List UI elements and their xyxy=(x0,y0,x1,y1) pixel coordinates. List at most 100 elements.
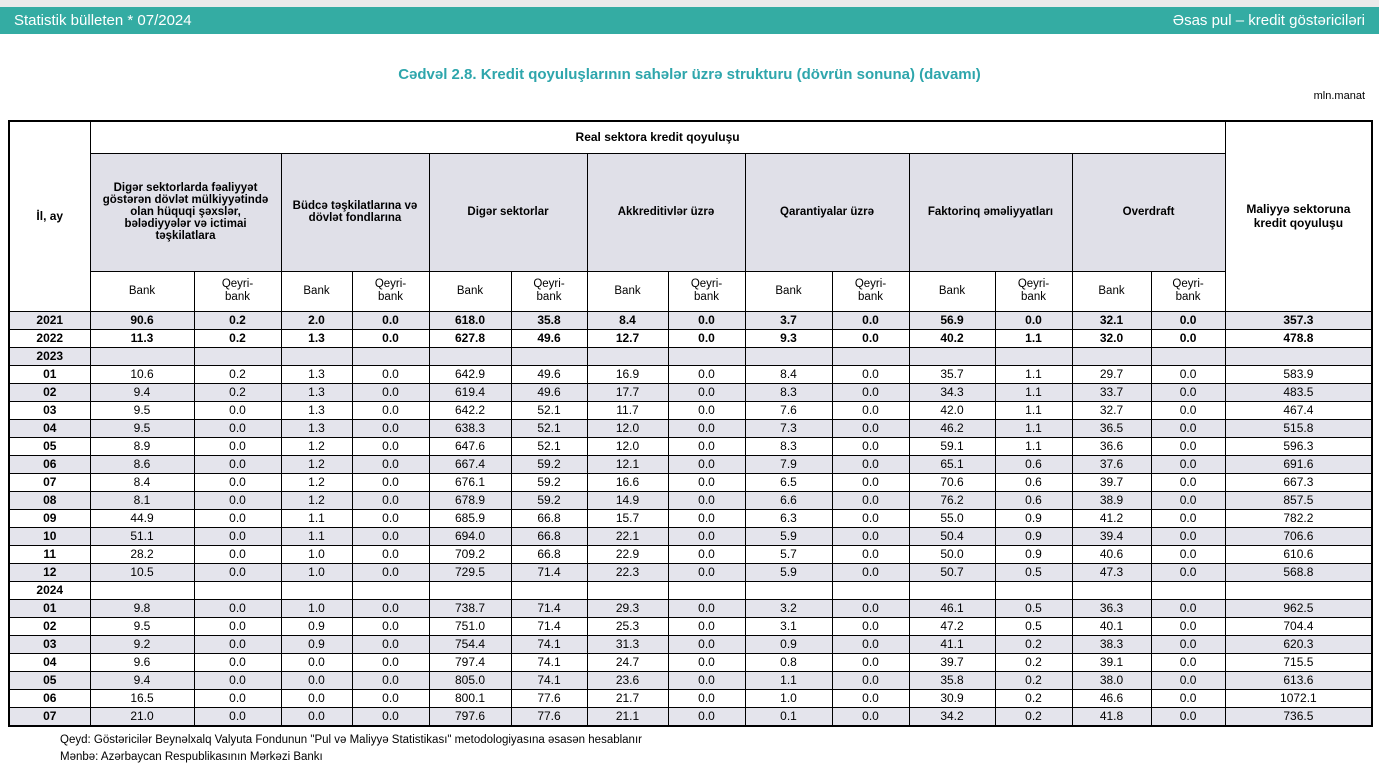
value-cell: 3.1 xyxy=(744,616,833,636)
value-cell: 0.0 xyxy=(1150,472,1226,492)
table-row: 01 9.8 0.0 1.0 0.0 738.7 71.4 29.3 0.0 3.2 0.0 46.1… xyxy=(8,598,1373,618)
table-row: 05 9.4 0.0 0.0 0.0 805.0 74.1 23.6 0.0 1.1 0.0 35.8… xyxy=(8,670,1373,690)
value-cell: 6.3 xyxy=(744,508,833,528)
value-cell: 709.2 xyxy=(428,544,512,564)
row-label: 2021 xyxy=(8,310,91,330)
value-cell: 49.6 xyxy=(510,328,588,348)
value-cell: 36.3 xyxy=(1071,598,1152,618)
value-cell: 0.0 xyxy=(1150,508,1226,528)
value-cell: 9.3 xyxy=(744,328,833,348)
value-cell xyxy=(351,580,430,600)
value-cell: 694.0 xyxy=(428,526,512,546)
value-cell: 0.0 xyxy=(667,310,746,330)
value-cell: 77.6 xyxy=(510,706,588,726)
row-label: 08 xyxy=(8,490,91,510)
value-cell: 613.6 xyxy=(1224,670,1373,690)
unit-label: mln.manat xyxy=(1313,90,1365,102)
value-cell: 619.4 xyxy=(428,382,512,402)
value-cell: 35.8 xyxy=(908,670,996,690)
value-cell: 1.3 xyxy=(280,418,353,438)
value-cell xyxy=(994,346,1073,366)
value-cell: 583.9 xyxy=(1224,364,1373,384)
value-cell: 22.9 xyxy=(586,544,669,564)
value-cell: 467.4 xyxy=(1224,400,1373,420)
row-label: 03 xyxy=(8,634,91,654)
value-cell: 5.9 xyxy=(744,562,833,582)
value-cell: 667.3 xyxy=(1224,472,1373,492)
value-cell: 49.6 xyxy=(510,382,588,402)
value-cell: 28.2 xyxy=(89,544,195,564)
value-cell: 15.7 xyxy=(586,508,669,528)
value-cell: 0.0 xyxy=(351,382,430,402)
subheader-nonbank: Qeyri- bank xyxy=(351,270,430,312)
row-label: 2022 xyxy=(8,328,91,348)
value-cell: 0.0 xyxy=(193,598,282,618)
subheader-nonbank: Qeyri- bank xyxy=(1150,270,1226,312)
table-row: 02 9.5 0.0 0.9 0.0 751.0 71.4 25.3 0.0 3.1 0.0 47.2… xyxy=(8,616,1373,636)
value-cell: 0.0 xyxy=(193,526,282,546)
subheader-nonbank: Qeyri- bank xyxy=(994,270,1073,312)
value-cell: 9.8 xyxy=(89,598,195,618)
value-cell: 1.1 xyxy=(994,400,1073,420)
footnote-note: Qeyd: Göstəricilər Beynəlxalq Valyuta Fo… xyxy=(60,734,642,746)
subheader-bank: Bank xyxy=(89,270,195,312)
value-cell: 8.1 xyxy=(89,490,195,510)
value-cell: 76.2 xyxy=(908,490,996,510)
value-cell: 40.2 xyxy=(908,328,996,348)
value-cell: 0.0 xyxy=(1150,652,1226,672)
value-cell: 0.9 xyxy=(994,544,1073,564)
column-group-budget-orgs: Büdcə təşkilatlarına və dövlət fondların… xyxy=(280,152,430,272)
value-cell: 0.0 xyxy=(667,382,746,402)
table-row: 2022 11.3 0.2 1.3 0.0 627.8 49.6 12.7 0.0 9.3 0.0 4… xyxy=(8,328,1373,348)
value-cell: 736.5 xyxy=(1224,706,1373,726)
value-cell: 9.5 xyxy=(89,616,195,636)
value-cell: 9.6 xyxy=(89,652,195,672)
document-header-bar: Statistik bülleten * 07/2024 Əsas pul – … xyxy=(0,7,1379,34)
value-cell: 52.1 xyxy=(510,418,588,438)
table-row: 02 9.4 0.2 1.3 0.0 619.4 49.6 17.7 0.0 8.3 0.0 34.3… xyxy=(8,382,1373,402)
value-cell: 12.0 xyxy=(586,436,669,456)
value-cell: 8.4 xyxy=(586,310,669,330)
value-cell: 0.0 xyxy=(831,688,910,708)
value-cell: 8.6 xyxy=(89,454,195,474)
value-cell: 74.1 xyxy=(510,652,588,672)
value-cell: 0.2 xyxy=(994,652,1073,672)
value-cell: 0.0 xyxy=(1150,400,1226,420)
value-cell: 33.7 xyxy=(1071,382,1152,402)
value-cell: 0.0 xyxy=(831,544,910,564)
value-cell: 0.0 xyxy=(1150,598,1226,618)
value-cell: 41.1 xyxy=(908,634,996,654)
value-cell: 12.7 xyxy=(586,328,669,348)
value-cell: 0.0 xyxy=(351,454,430,474)
value-cell: 47.3 xyxy=(1071,562,1152,582)
value-cell: 0.0 xyxy=(1150,490,1226,510)
value-cell: 0.2 xyxy=(193,364,282,384)
value-cell: 0.0 xyxy=(280,670,353,690)
value-cell: 0.0 xyxy=(831,508,910,528)
subheader-bank: Bank xyxy=(586,270,669,312)
row-label: 07 xyxy=(8,706,91,726)
value-cell: 678.9 xyxy=(428,490,512,510)
value-cell xyxy=(510,346,588,366)
value-cell: 41.8 xyxy=(1071,706,1152,726)
value-cell: 568.8 xyxy=(1224,562,1373,582)
row-label: 2024 xyxy=(8,580,91,600)
value-cell: 8.3 xyxy=(744,382,833,402)
value-cell: 596.3 xyxy=(1224,436,1373,456)
subheader-nonbank: Qeyri- bank xyxy=(193,270,282,312)
value-cell: 0.0 xyxy=(667,706,746,726)
subheader-bank: Bank xyxy=(744,270,833,312)
value-cell: 647.6 xyxy=(428,436,512,456)
value-cell xyxy=(280,580,353,600)
value-cell: 620.3 xyxy=(1224,634,1373,654)
value-cell: 1.2 xyxy=(280,490,353,510)
row-label: 04 xyxy=(8,652,91,672)
value-cell: 0.0 xyxy=(831,364,910,384)
value-cell: 0.2 xyxy=(994,688,1073,708)
value-cell xyxy=(831,580,910,600)
value-cell: 16.5 xyxy=(89,688,195,708)
row-label: 05 xyxy=(8,670,91,690)
value-cell: 0.0 xyxy=(1150,364,1226,384)
value-cell: 642.9 xyxy=(428,364,512,384)
value-cell: 0.0 xyxy=(351,436,430,456)
